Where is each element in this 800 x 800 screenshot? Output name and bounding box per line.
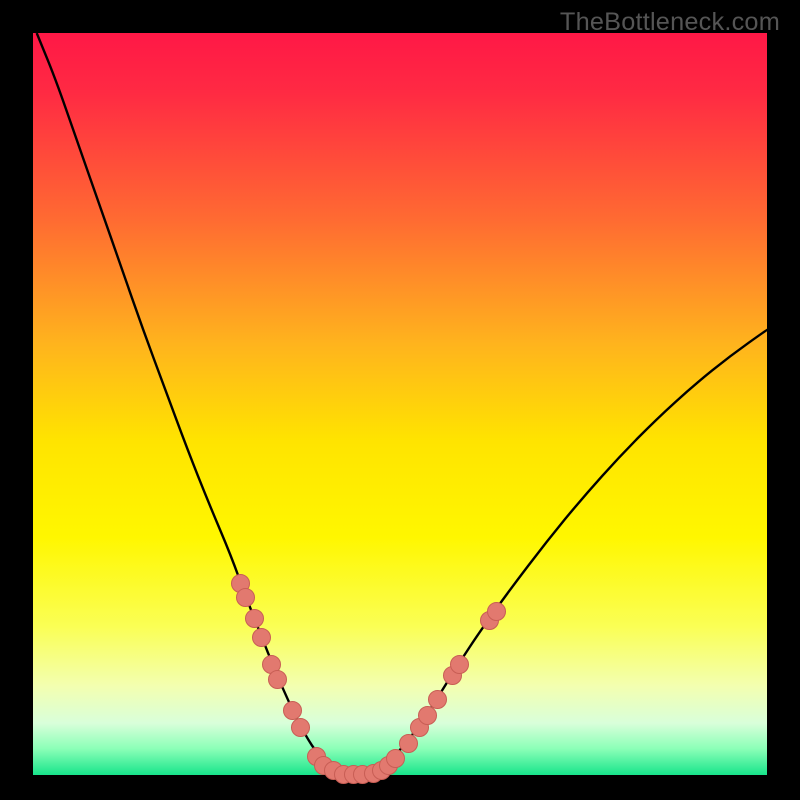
bottleneck-curve bbox=[37, 33, 767, 774]
data-marker bbox=[487, 602, 506, 621]
data-marker bbox=[399, 734, 418, 753]
data-marker bbox=[245, 609, 264, 628]
chart-frame: TheBottleneck.com bbox=[0, 0, 800, 800]
bottleneck-curve-svg bbox=[0, 0, 800, 800]
